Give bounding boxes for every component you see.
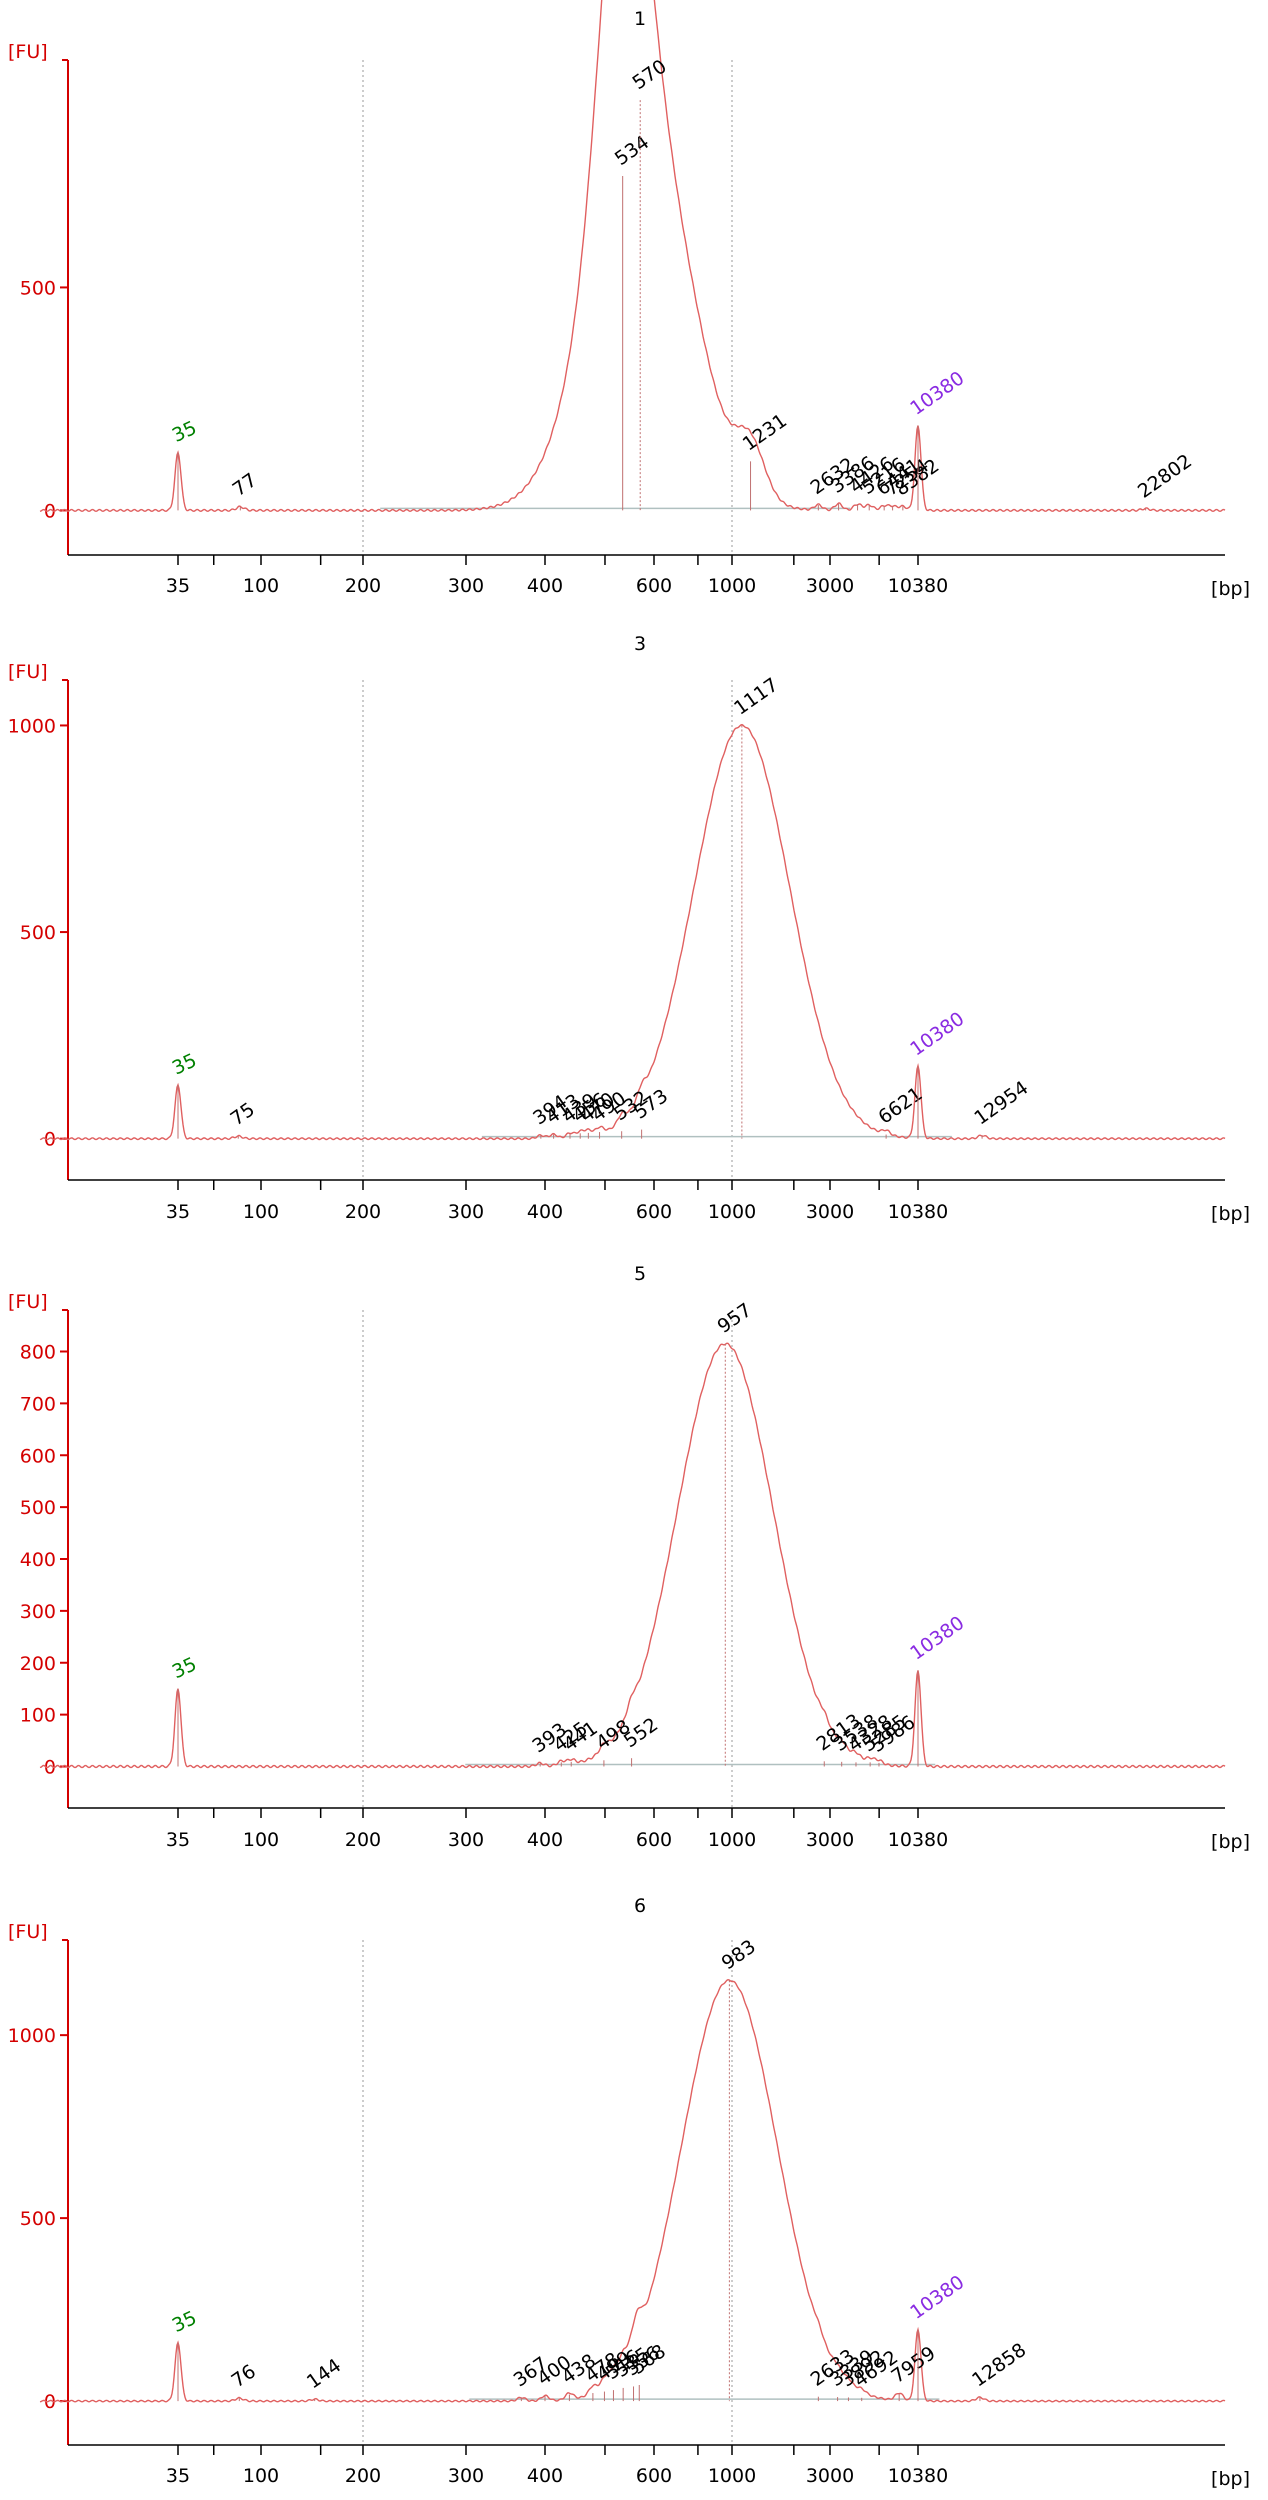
y-tick-label: 600 bbox=[20, 1445, 56, 1467]
x-axis-label: [bp] bbox=[1211, 578, 1250, 600]
x-tick-label: 1000 bbox=[708, 2465, 756, 2487]
x-tick-label: 600 bbox=[636, 2465, 672, 2487]
y-tick-label: 700 bbox=[20, 1393, 56, 1415]
electropherogram-trace bbox=[39, 0, 1226, 513]
x-tick-label: 300 bbox=[448, 575, 484, 597]
x-tick-label: 35 bbox=[166, 1829, 190, 1851]
y-tick-label: 200 bbox=[20, 1653, 56, 1675]
electropherogram-trace bbox=[39, 1342, 1226, 1769]
panel-title: 5 bbox=[634, 1263, 646, 1285]
y-axis-label: [FU] bbox=[8, 41, 48, 63]
y-tick-label: 500 bbox=[20, 922, 56, 944]
y-axis-label: [FU] bbox=[8, 661, 48, 683]
y-tick-label: 1000 bbox=[8, 715, 56, 737]
x-tick-label: 3000 bbox=[806, 1829, 854, 1851]
y-tick-label: 800 bbox=[20, 1342, 56, 1364]
peak-label-77: 77 bbox=[229, 469, 261, 501]
peak-label-10380: 10380 bbox=[906, 2271, 968, 2324]
panel-3: 3 [FU] 0 500 1000 35 100 200 300 400 600 1000 3000 10… bbox=[8, 633, 1250, 1225]
x-tick-label: 10380 bbox=[888, 1201, 948, 1223]
peak-label-12954: 12954 bbox=[970, 1077, 1032, 1130]
x-tick-label: 600 bbox=[636, 575, 672, 597]
x-tick-label: 100 bbox=[243, 1201, 279, 1223]
x-tick-label: 35 bbox=[166, 2465, 190, 2487]
x-tick-label: 400 bbox=[527, 2465, 563, 2487]
y-tick-label: 400 bbox=[20, 1549, 56, 1571]
x-tick-label: 10380 bbox=[888, 2465, 948, 2487]
y-tick-label: 0 bbox=[44, 500, 56, 522]
x-tick-label: 1000 bbox=[708, 1201, 756, 1223]
peak-label-10380: 10380 bbox=[906, 367, 968, 420]
x-tick-label: 300 bbox=[448, 1829, 484, 1851]
electropherogram-trace bbox=[39, 1978, 1226, 2403]
x-tick-label: 400 bbox=[527, 575, 563, 597]
x-tick-label: 200 bbox=[345, 2465, 381, 2487]
panel-title: 6 bbox=[634, 1895, 646, 1917]
peak-label-1231: 1231 bbox=[739, 410, 791, 456]
peak-label-76: 76 bbox=[228, 2360, 260, 2392]
x-tick-label: 100 bbox=[243, 2465, 279, 2487]
peak-label-12858: 12858 bbox=[968, 2339, 1030, 2392]
x-axis-label: [bp] bbox=[1211, 1203, 1250, 1225]
x-tick-label: 200 bbox=[345, 1829, 381, 1851]
x-tick-label: 400 bbox=[527, 1829, 563, 1851]
y-tick-label: 500 bbox=[20, 2208, 56, 2230]
electropherogram-trace bbox=[39, 723, 1226, 1141]
y-tick-label: 0 bbox=[44, 1129, 56, 1151]
x-tick-label: 200 bbox=[345, 1201, 381, 1223]
x-tick-label: 10380 bbox=[888, 575, 948, 597]
peak-label-957: 957 bbox=[714, 1299, 756, 1338]
x-tick-label: 10380 bbox=[888, 1829, 948, 1851]
peak-label-35: 35 bbox=[169, 1049, 200, 1079]
peak-label-1117: 1117 bbox=[730, 674, 782, 720]
peak-label-22802: 22802 bbox=[1134, 450, 1196, 503]
x-tick-label: 1000 bbox=[708, 575, 756, 597]
x-tick-label: 100 bbox=[243, 1829, 279, 1851]
panel-5: 5 [FU] 0 100 200 300 400 500 600 700 800 35 100 200 30… bbox=[8, 1263, 1250, 1853]
x-tick-label: 35 bbox=[166, 1201, 190, 1223]
x-tick-label: 600 bbox=[636, 1829, 672, 1851]
x-axis-label: [bp] bbox=[1211, 1831, 1250, 1853]
peak-label-6621: 6621 bbox=[874, 1083, 926, 1129]
x-tick-label: 100 bbox=[243, 575, 279, 597]
peak-label-534: 534 bbox=[611, 131, 653, 170]
peak-label-552: 552 bbox=[620, 1713, 662, 1752]
x-tick-label: 3000 bbox=[806, 1201, 854, 1223]
peak-label-144: 144 bbox=[303, 2355, 345, 2394]
x-tick-label: 600 bbox=[636, 1201, 672, 1223]
x-tick-label: 1000 bbox=[708, 1829, 756, 1851]
panel-1: 1 [FU] 0 500 35 100 200 300 400 600 1000 3000 10380 [… bbox=[8, 0, 1250, 600]
y-tick-label: 0 bbox=[44, 2391, 56, 2413]
panel-6: 6 [FU] 0 500 1000 35 100 200 300 400 600 1000 3000 10… bbox=[8, 1895, 1250, 2490]
x-tick-label: 200 bbox=[345, 575, 381, 597]
y-tick-label: 500 bbox=[20, 1497, 56, 1519]
x-tick-label: 3000 bbox=[806, 575, 854, 597]
y-axis-label: [FU] bbox=[8, 1291, 48, 1313]
x-tick-label: 35 bbox=[166, 575, 190, 597]
peak-label-983: 983 bbox=[718, 1936, 760, 1975]
peak-label-10380: 10380 bbox=[906, 1612, 968, 1665]
y-tick-label: 100 bbox=[20, 1705, 56, 1727]
y-tick-label: 500 bbox=[20, 277, 56, 299]
peak-label-35: 35 bbox=[169, 2307, 200, 2337]
x-tick-label: 300 bbox=[448, 1201, 484, 1223]
panel-title: 3 bbox=[634, 633, 646, 655]
peak-label-75: 75 bbox=[227, 1098, 259, 1130]
y-tick-label: 1000 bbox=[8, 2025, 56, 2047]
panel-title: 1 bbox=[634, 8, 646, 30]
x-axis-label: [bp] bbox=[1211, 2468, 1250, 2490]
peak-label-35: 35 bbox=[169, 1653, 200, 1683]
y-tick-label: 300 bbox=[20, 1601, 56, 1623]
x-tick-label: 3000 bbox=[806, 2465, 854, 2487]
peak-label-10380: 10380 bbox=[906, 1008, 968, 1061]
y-axis-label: [FU] bbox=[8, 1921, 48, 1943]
x-tick-label: 400 bbox=[527, 1201, 563, 1223]
y-tick-label: 0 bbox=[44, 1757, 56, 1779]
peak-label-35: 35 bbox=[169, 417, 200, 447]
x-tick-label: 300 bbox=[448, 2465, 484, 2487]
